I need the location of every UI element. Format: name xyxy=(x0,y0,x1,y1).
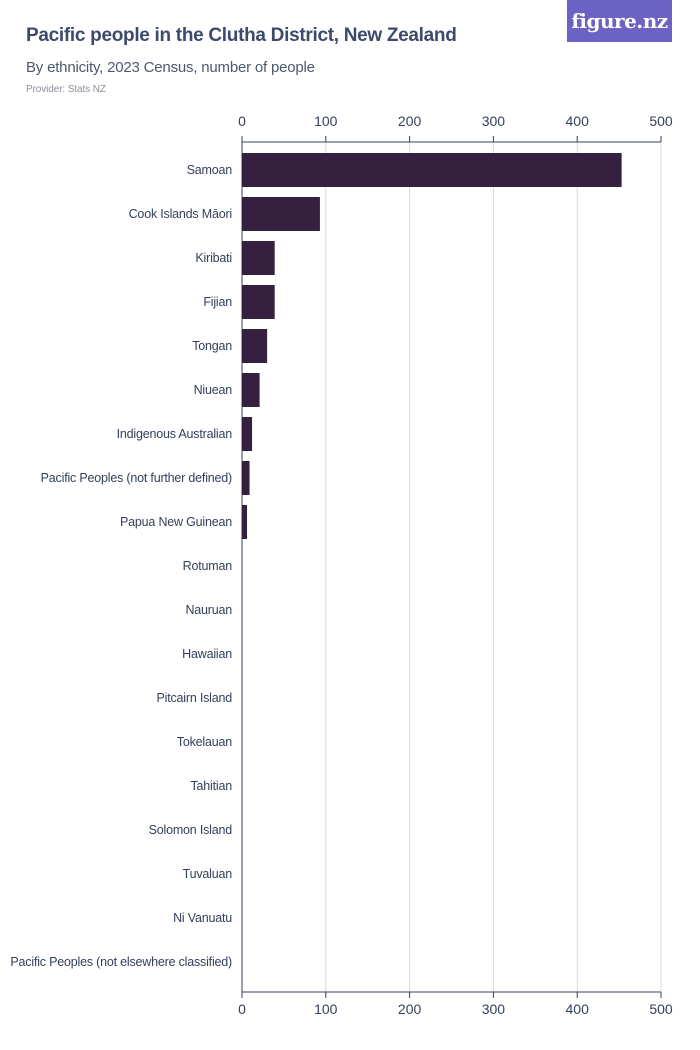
category-label: Papua New Guinean xyxy=(120,515,232,529)
x-tick-label-bottom: 400 xyxy=(566,1001,590,1017)
x-tick-label-bottom: 200 xyxy=(398,1001,422,1017)
category-label: Ni Vanuatu xyxy=(173,911,232,925)
bar xyxy=(242,153,622,187)
provider-credit: Provider: Stats NZ xyxy=(26,84,106,95)
x-tick-label-top: 0 xyxy=(238,113,246,129)
x-tick-label-bottom: 500 xyxy=(649,1001,673,1017)
chart-header: Pacific people in the Clutha District, N… xyxy=(26,24,546,95)
x-tick-label-top: 200 xyxy=(398,113,422,129)
category-label: Tokelauan xyxy=(177,735,232,749)
bar xyxy=(242,285,275,319)
category-label: Pacific Peoples (not further defined) xyxy=(41,471,232,485)
category-label: Nauruan xyxy=(185,603,232,617)
bar xyxy=(242,241,275,275)
category-label: Solomon Island xyxy=(149,823,233,837)
bar xyxy=(242,461,250,495)
x-tick-label-bottom: 0 xyxy=(238,1001,246,1017)
x-tick-label-top: 500 xyxy=(649,113,673,129)
category-label: Indigenous Australian xyxy=(117,427,233,441)
category-label: Tahitian xyxy=(191,779,233,793)
category-label: Cook Islands Māori xyxy=(129,207,232,221)
category-label: Tongan xyxy=(192,339,232,353)
category-label: Niuean xyxy=(194,383,233,397)
category-label: Pitcairn Island xyxy=(156,691,232,705)
category-label: Pacific Peoples (not elsewhere classifie… xyxy=(10,955,232,969)
category-label: Hawaiian xyxy=(182,647,232,661)
bar xyxy=(242,373,260,407)
chart-subtitle: By ethnicity, 2023 Census, number of peo… xyxy=(26,59,315,76)
category-label: Samoan xyxy=(187,163,233,177)
bar xyxy=(242,329,268,363)
category-label: Tuvaluan xyxy=(183,867,233,881)
x-tick-label-bottom: 300 xyxy=(482,1001,506,1017)
bar xyxy=(242,505,248,539)
category-label: Rotuman xyxy=(183,559,233,573)
category-label: Kiribati xyxy=(195,251,232,265)
x-tick-label-top: 400 xyxy=(566,113,590,129)
bar xyxy=(242,417,253,451)
figure-nz-logo[interactable]: figure.nz xyxy=(567,0,672,42)
chart-title: Pacific people in the Clutha District, N… xyxy=(26,25,457,46)
category-label: Fijian xyxy=(203,295,232,309)
x-tick-label-top: 100 xyxy=(314,113,338,129)
x-tick-label-bottom: 100 xyxy=(314,1001,338,1017)
x-tick-label-top: 300 xyxy=(482,113,506,129)
bar xyxy=(242,197,320,231)
